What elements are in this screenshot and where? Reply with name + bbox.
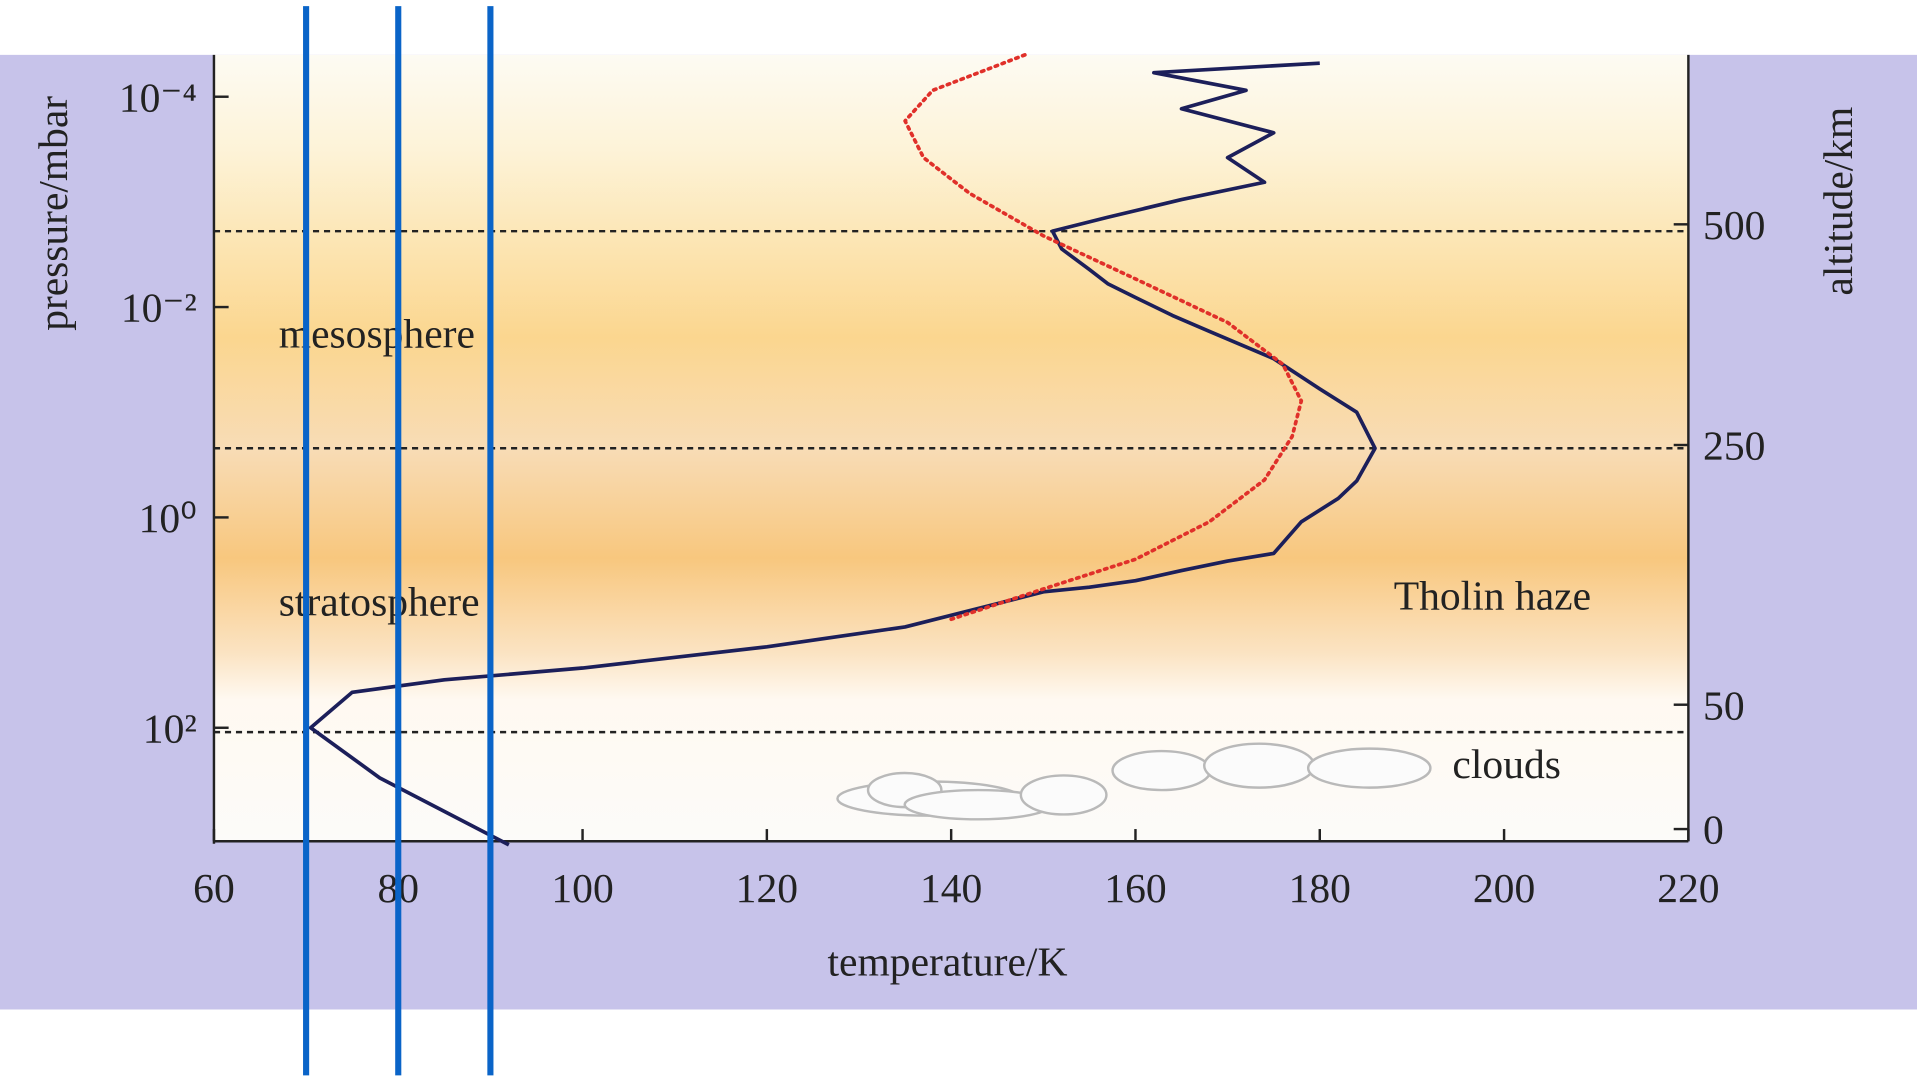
page: {"chart_data": { "type": "line", "xlabel…: [0, 0, 1917, 1079]
x-tick-label: 60: [193, 865, 235, 911]
y2-tick-label: 500: [1703, 202, 1765, 248]
x-tick-label: 180: [1289, 865, 1351, 911]
y2-axis-label: altitude/km: [1815, 107, 1861, 296]
y-tick-label: 10⁻²: [121, 285, 197, 331]
y2-tick-label: 50: [1703, 682, 1745, 728]
x-tick-label: 120: [736, 865, 798, 911]
x-axis-label: temperature/K: [827, 938, 1067, 984]
x-tick-label: 200: [1473, 865, 1535, 911]
x-tick-label: 160: [1104, 865, 1166, 911]
x-tick-label: 220: [1657, 865, 1719, 911]
chart: temperature/K pressure/mbar altitude/km …: [0, 0, 1917, 1079]
y-tick-label: 10⁰: [139, 495, 197, 541]
x-tick-label: 140: [920, 865, 982, 911]
annotation: clouds: [1452, 741, 1561, 787]
y-tick-label: 10⁻⁴: [119, 74, 197, 120]
annotation: Tholin haze: [1394, 573, 1591, 619]
y-axis-label: pressure/mbar: [30, 96, 76, 331]
y2-tick-label: 0: [1703, 807, 1724, 853]
y-tick-label: 10²: [143, 705, 197, 751]
x-tick-label: 100: [551, 865, 613, 911]
y2-tick-label: 250: [1703, 423, 1765, 469]
